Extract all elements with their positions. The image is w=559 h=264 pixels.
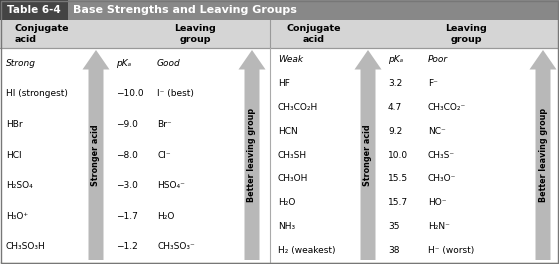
Text: HBr: HBr <box>6 120 22 129</box>
Text: 9.2: 9.2 <box>388 127 402 136</box>
Text: 38: 38 <box>388 246 400 254</box>
Text: Leaving
group: Leaving group <box>445 24 487 44</box>
Text: 3.2: 3.2 <box>388 79 402 88</box>
Text: HI (strongest): HI (strongest) <box>6 89 68 98</box>
Text: CH₃OH: CH₃OH <box>278 174 309 183</box>
Text: −8.0: −8.0 <box>116 150 138 159</box>
Text: Better leaving group: Better leaving group <box>248 108 257 202</box>
Text: 15.5: 15.5 <box>388 174 408 183</box>
Text: −10.0: −10.0 <box>116 89 144 98</box>
Bar <box>0 0 68 20</box>
Polygon shape <box>239 50 266 260</box>
Text: H₂N⁻: H₂N⁻ <box>428 222 450 231</box>
Text: NH₃: NH₃ <box>278 222 295 231</box>
Text: CH₃S⁻: CH₃S⁻ <box>428 150 455 159</box>
Text: H₃O⁺: H₃O⁺ <box>6 212 28 221</box>
Text: 4.7: 4.7 <box>388 103 402 112</box>
Text: Stronger acid: Stronger acid <box>363 124 372 186</box>
Text: Weak: Weak <box>278 55 303 64</box>
Text: Stronger acid: Stronger acid <box>92 124 101 186</box>
Text: Br⁻: Br⁻ <box>157 120 172 129</box>
Text: 35: 35 <box>388 222 400 231</box>
Text: Cl⁻: Cl⁻ <box>157 150 170 159</box>
Text: H₂O: H₂O <box>278 198 295 207</box>
Polygon shape <box>354 50 381 260</box>
Text: Poor: Poor <box>428 55 448 64</box>
Text: Strong: Strong <box>6 59 36 68</box>
Text: CH₃SH: CH₃SH <box>278 150 307 159</box>
Text: Good: Good <box>157 59 181 68</box>
Text: −1.7: −1.7 <box>116 212 138 221</box>
Text: CH₃SO₃⁻: CH₃SO₃⁻ <box>157 242 195 251</box>
Bar <box>0 20 559 48</box>
Text: 15.7: 15.7 <box>388 198 408 207</box>
Text: Base Strengths and Leaving Groups: Base Strengths and Leaving Groups <box>73 5 297 15</box>
Bar <box>0 0 559 20</box>
Text: CH₃SO₃H: CH₃SO₃H <box>6 242 46 251</box>
Text: HCl: HCl <box>6 150 22 159</box>
Text: −3.0: −3.0 <box>116 181 138 190</box>
Text: H₂ (weakest): H₂ (weakest) <box>278 246 335 254</box>
Text: H⁻ (worst): H⁻ (worst) <box>428 246 474 254</box>
Text: 10.0: 10.0 <box>388 150 408 159</box>
Text: F⁻: F⁻ <box>428 79 438 88</box>
Text: Table 6-4: Table 6-4 <box>7 5 61 15</box>
Text: Better leaving group: Better leaving group <box>538 108 547 202</box>
Text: pKₐ: pKₐ <box>388 55 403 64</box>
Text: H₂O: H₂O <box>157 212 174 221</box>
Text: CH₃CO₂⁻: CH₃CO₂⁻ <box>428 103 466 112</box>
Bar <box>0 48 559 262</box>
Text: CH₃O⁻: CH₃O⁻ <box>428 174 456 183</box>
Polygon shape <box>83 50 110 260</box>
Polygon shape <box>529 50 557 260</box>
Text: pKₐ: pKₐ <box>116 59 131 68</box>
Text: −9.0: −9.0 <box>116 120 138 129</box>
Text: HCN: HCN <box>278 127 298 136</box>
Text: Leaving
group: Leaving group <box>174 24 216 44</box>
Text: HF: HF <box>278 79 290 88</box>
Text: Conjugate
acid: Conjugate acid <box>15 24 69 44</box>
Text: NC⁻: NC⁻ <box>428 127 446 136</box>
Text: −1.2: −1.2 <box>116 242 138 251</box>
Text: Conjugate
acid: Conjugate acid <box>287 24 341 44</box>
Text: HSO₄⁻: HSO₄⁻ <box>157 181 185 190</box>
Text: HO⁻: HO⁻ <box>428 198 447 207</box>
Text: CH₃CO₂H: CH₃CO₂H <box>278 103 318 112</box>
Text: H₂SO₄: H₂SO₄ <box>6 181 33 190</box>
Text: I⁻ (best): I⁻ (best) <box>157 89 194 98</box>
